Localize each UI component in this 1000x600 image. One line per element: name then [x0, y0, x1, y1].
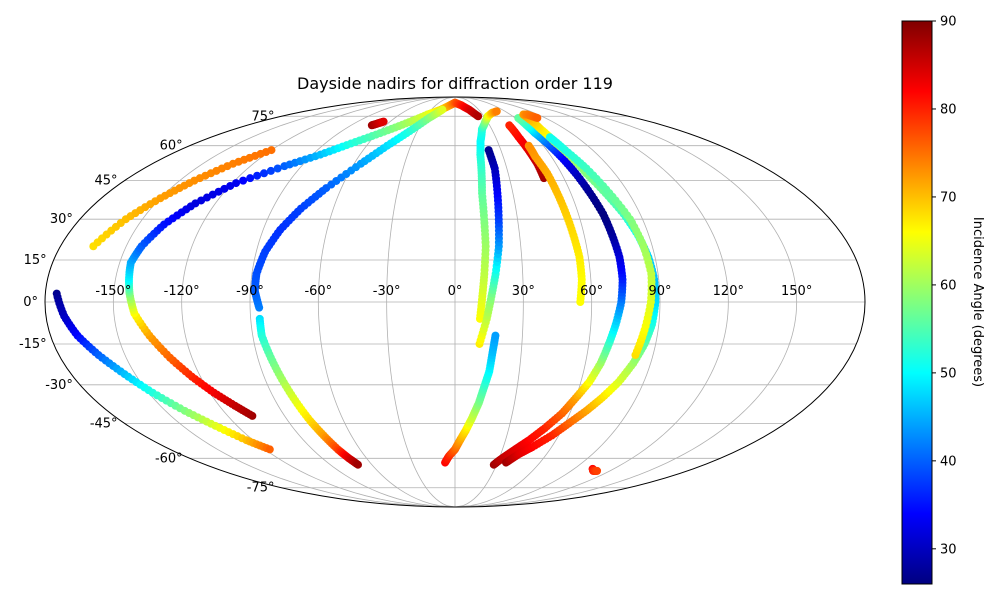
lon-tick-label: -150°: [95, 284, 131, 299]
lon-tick-label: 120°: [713, 284, 744, 299]
lat-tick-label: 60°: [160, 139, 183, 154]
lat-tick-label: -75°: [247, 481, 275, 496]
data-point: [593, 466, 602, 475]
data-point: [484, 146, 493, 155]
lon-tick-label: 60°: [580, 284, 603, 299]
data-point: [524, 141, 533, 150]
map-boundary: [44, 96, 866, 508]
data-point: [265, 445, 274, 454]
data-point: [505, 121, 514, 130]
lat-tick-label: -30°: [45, 378, 73, 393]
lat-tick-label: -45°: [90, 416, 118, 431]
data-point: [491, 331, 500, 340]
data-point: [353, 460, 362, 469]
data-point: [260, 169, 269, 178]
lon-tick-label: 0°: [448, 284, 463, 299]
graticule: [45, 96, 865, 508]
colorbar-tick-label: 60: [940, 278, 957, 293]
data-point: [246, 174, 255, 183]
data-point: [273, 164, 282, 173]
data-point: [545, 133, 554, 142]
latitude-tick-labels: -75° -60° -45° -30° -15° 0° 15° 30° 45° 60° 75°: [19, 109, 275, 495]
lat-tick-label: 0°: [23, 295, 38, 310]
colorbar-tick-label: 40: [940, 454, 957, 469]
colorbar: 30 40 50 60 70 80 90 Incidence Angle (degrees): [901, 15, 985, 585]
data-point: [266, 166, 275, 175]
chart-title: Dayside nadirs for diffraction order 119: [297, 74, 613, 93]
lat-tick-label: 45°: [95, 174, 118, 189]
data-point: [253, 171, 262, 180]
map-area: -150° -120° -90° -60° -30° 0° 30° 60° 90° 120° 150…: [19, 96, 866, 508]
lon-tick-label: 90°: [648, 284, 671, 299]
data-point: [474, 112, 483, 121]
lat-tick-label: 75°: [251, 109, 274, 124]
data-point: [533, 114, 542, 122]
lat-tick-label: 15°: [24, 253, 47, 268]
colorbar-tick-label: 30: [940, 542, 957, 557]
colorbar-tick-label: 50: [940, 366, 957, 381]
colorbar-tick-label: 80: [940, 102, 957, 117]
colorbar-gradient: [901, 20, 933, 585]
lon-tick-label: 150°: [781, 284, 812, 299]
lon-tick-label: -90°: [236, 284, 264, 299]
lon-tick-label: -60°: [304, 284, 332, 299]
colorbar-label: Incidence Angle (degrees): [970, 217, 985, 387]
data-point: [232, 179, 241, 188]
lon-tick-label: -120°: [164, 284, 200, 299]
data-point: [239, 176, 248, 185]
data-point: [379, 117, 388, 126]
longitude-tick-labels: -150° -120° -90° -60° -30° 0° 30° 60° 90° 120° 150…: [95, 284, 812, 299]
lat-tick-label: -15°: [19, 337, 47, 352]
colorbar-ticks: 30 40 50 60 70 80 90: [932, 15, 957, 557]
data-points: [52, 98, 660, 475]
lon-tick-label: 30°: [512, 284, 535, 299]
data-point: [492, 107, 501, 116]
data-point: [438, 105, 447, 114]
data-point: [267, 146, 276, 155]
lat-tick-label: -60°: [155, 451, 183, 466]
lon-tick-label: -30°: [373, 284, 401, 299]
lat-tick-label: 30°: [50, 212, 73, 227]
colorbar-tick-label: 70: [940, 190, 957, 205]
colorbar-tick-label: 90: [940, 15, 957, 30]
